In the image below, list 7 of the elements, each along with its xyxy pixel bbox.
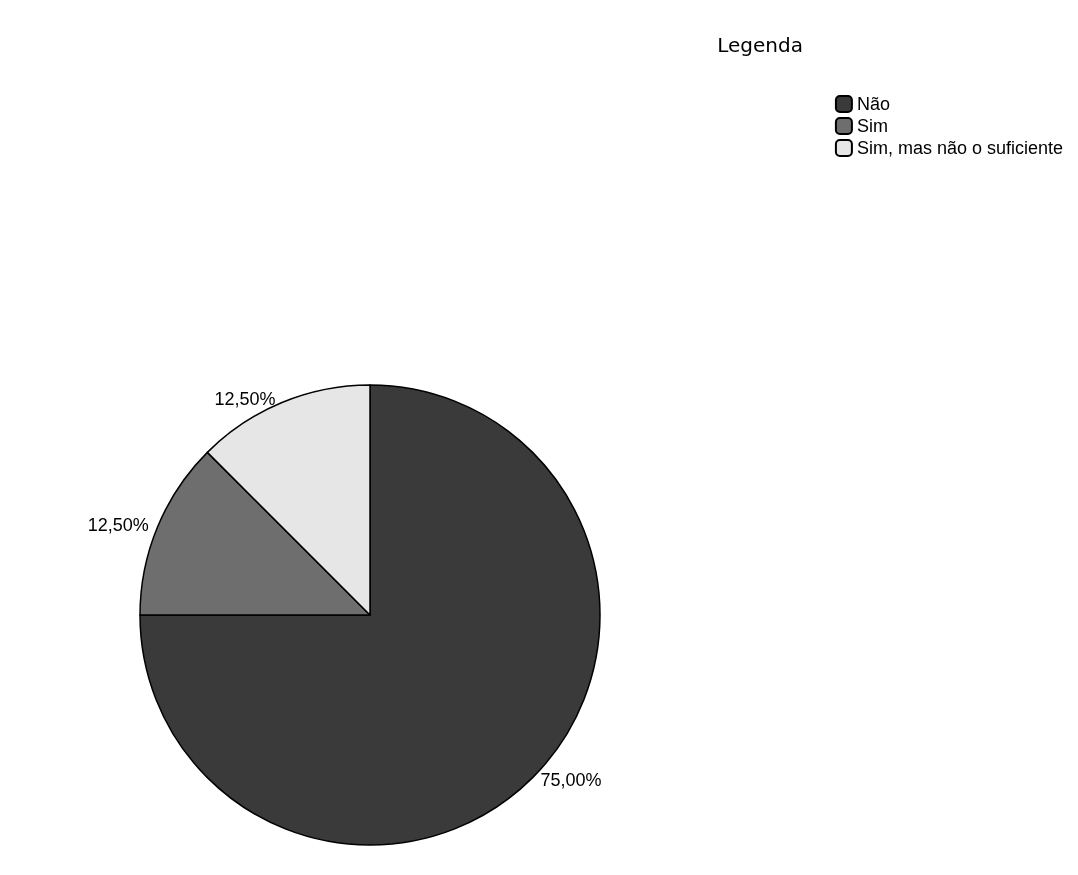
legend-label: Não <box>856 94 890 114</box>
legend-label: Sim, mas não o suficiente <box>856 138 1064 158</box>
data-label: 12,50% <box>214 388 276 409</box>
legend-label: Sim <box>856 116 888 136</box>
data-label: 12,50% <box>87 515 149 536</box>
data-label: 75,00% <box>540 770 602 791</box>
legend-title: Legenda <box>717 33 804 57</box>
